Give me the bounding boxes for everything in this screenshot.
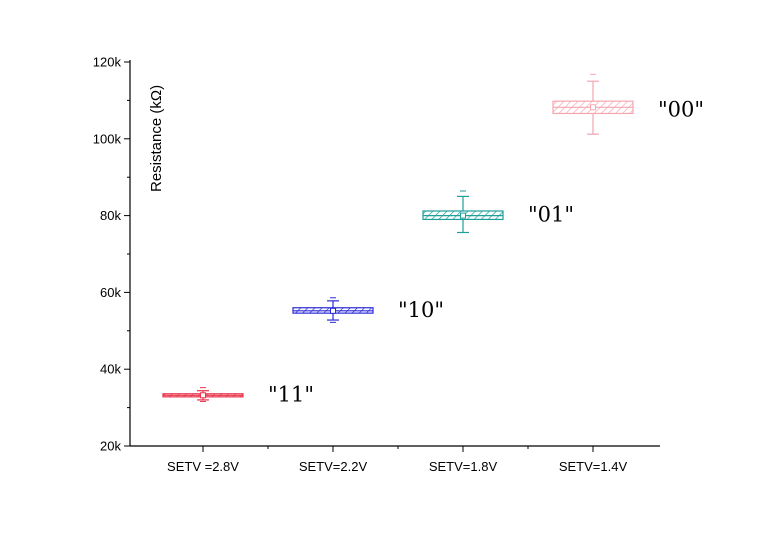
y-tick-label: 80k [100, 208, 121, 223]
axes [129, 60, 660, 447]
x-tick-label: SETV=2.2V [299, 459, 368, 474]
x-tick-label: SETV=1.8V [429, 459, 498, 474]
state-label: "00" [658, 97, 704, 121]
box-plots [162, 73, 634, 402]
y-tick-label: 20k [100, 439, 121, 454]
y-tick-label: 60k [100, 285, 121, 300]
mean-marker [200, 392, 206, 399]
state-label: "10" [398, 298, 444, 322]
mean-marker [460, 212, 466, 219]
box-plot-2 [292, 297, 374, 323]
box-plot-3 [422, 190, 504, 234]
state-label: "01" [528, 203, 574, 227]
y-axis-title: Resistance (kΩ) [148, 85, 165, 192]
y-tick-label: 100k [93, 131, 122, 146]
mean-marker [590, 104, 596, 111]
state-labels: "11" "10" "01" "00" [268, 97, 704, 406]
y-tick-label: 120k [93, 55, 122, 70]
x-ticks: SETV =2.8V SETV=2.2V SETV=1.8V SETV=1.4V [167, 446, 627, 474]
y-ticks: 20k 40k 60k 80k 100k 120k [93, 55, 130, 454]
mean-marker [330, 307, 336, 314]
box-plot-1 [162, 387, 244, 402]
state-label: "11" [268, 382, 314, 406]
box-plot-4 [552, 73, 634, 135]
x-tick-label: SETV=1.4V [559, 459, 628, 474]
x-tick-label: SETV =2.8V [167, 459, 239, 474]
y-tick-label: 40k [100, 362, 121, 377]
